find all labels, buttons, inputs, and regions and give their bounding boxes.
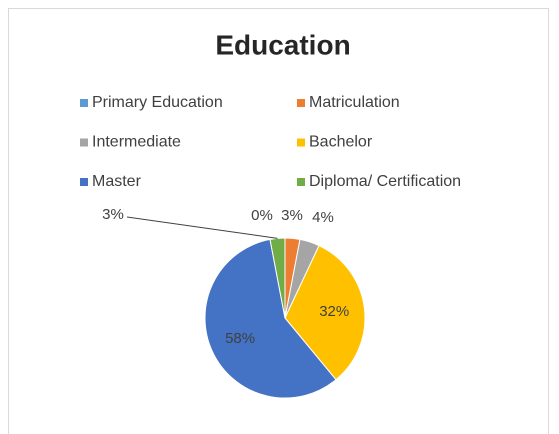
data-label: 0%	[251, 207, 273, 224]
legend-label: Bachelor	[309, 134, 373, 151]
pie-slice	[284, 244, 366, 381]
leader-line	[126, 216, 278, 239]
legend-label: Master	[92, 173, 142, 190]
data-label: 58%	[225, 330, 255, 347]
legend-label: Intermediate	[92, 134, 181, 151]
data-label: 32%	[319, 303, 349, 320]
data-label: 3%	[281, 207, 303, 224]
legend-label: Matriculation	[309, 94, 400, 111]
data-label: 4%	[312, 209, 334, 226]
legend-label: Primary Education	[92, 94, 223, 111]
legend-swatch	[297, 138, 305, 147]
pie-slice	[204, 238, 337, 399]
legend-swatch	[297, 178, 305, 186]
legend-swatch	[297, 99, 305, 107]
legend-swatch	[80, 99, 88, 107]
data-label: 3%	[102, 206, 124, 223]
legend-swatch	[80, 178, 88, 186]
legend-label: Diploma/ Certification	[309, 173, 461, 190]
legend-swatch	[80, 138, 88, 147]
chart-title: Education	[215, 29, 350, 60]
